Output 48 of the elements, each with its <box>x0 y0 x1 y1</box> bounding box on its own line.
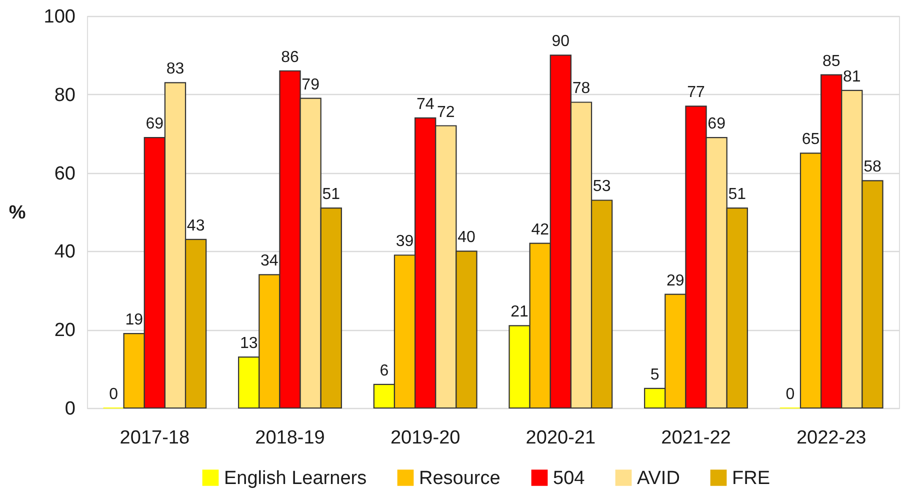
legend-label: Resource <box>419 468 500 489</box>
y-tick-label: 20 <box>54 320 76 342</box>
data-label: 51 <box>322 186 340 204</box>
legend-label: AVID <box>637 468 680 489</box>
data-label: 34 <box>260 252 278 270</box>
data-label: 58 <box>864 158 882 176</box>
x-tick-label: 2020-21 <box>526 428 596 448</box>
data-label: 86 <box>281 48 299 66</box>
x-tick-label: 2019-20 <box>390 428 460 448</box>
y-axis-title: % <box>8 202 26 224</box>
data-label: 85 <box>822 52 840 70</box>
data-label: 72 <box>437 104 455 121</box>
data-label: 51 <box>728 186 746 204</box>
y-tick-label: 0 <box>64 398 76 420</box>
data-label: 83 <box>166 60 184 78</box>
data-label: 69 <box>146 116 164 133</box>
data-label: 43 <box>186 217 205 234</box>
data-label: 0 <box>786 386 795 403</box>
data-label: 69 <box>708 116 726 133</box>
data-label: 65 <box>802 131 820 148</box>
data-label: 19 <box>125 312 144 329</box>
data-label: 0 <box>109 386 118 403</box>
data-label: 90 <box>552 33 570 50</box>
data-label: 77 <box>687 84 705 102</box>
y-tick-label: 60 <box>54 163 76 184</box>
x-tick-label: 2018-19 <box>255 428 325 448</box>
x-tick-label: 2022-23 <box>796 428 866 448</box>
data-label: 42 <box>531 221 550 238</box>
data-label: 13 <box>240 335 258 352</box>
data-label: 53 <box>592 178 611 196</box>
data-label: 78 <box>572 80 590 98</box>
data-label: 79 <box>302 76 320 94</box>
data-label: 39 <box>396 233 414 250</box>
legend-label: FRE <box>732 468 770 489</box>
legend-label: English Learners <box>224 468 367 489</box>
x-tick-label: 2021-22 <box>661 428 731 448</box>
data-label: 40 <box>458 229 476 246</box>
y-tick-label: 100 <box>44 6 76 28</box>
legend-label: 504 <box>553 468 586 489</box>
y-tick-label: 80 <box>54 84 76 106</box>
x-tick-label: 2017-18 <box>120 428 190 448</box>
data-label: 81 <box>843 68 861 86</box>
y-tick-label: 40 <box>54 242 76 263</box>
data-label: 5 <box>650 366 660 384</box>
data-label: 21 <box>510 304 529 321</box>
data-label: 74 <box>416 96 434 113</box>
data-label: 6 <box>380 362 389 380</box>
data-label: 29 <box>666 272 684 290</box>
